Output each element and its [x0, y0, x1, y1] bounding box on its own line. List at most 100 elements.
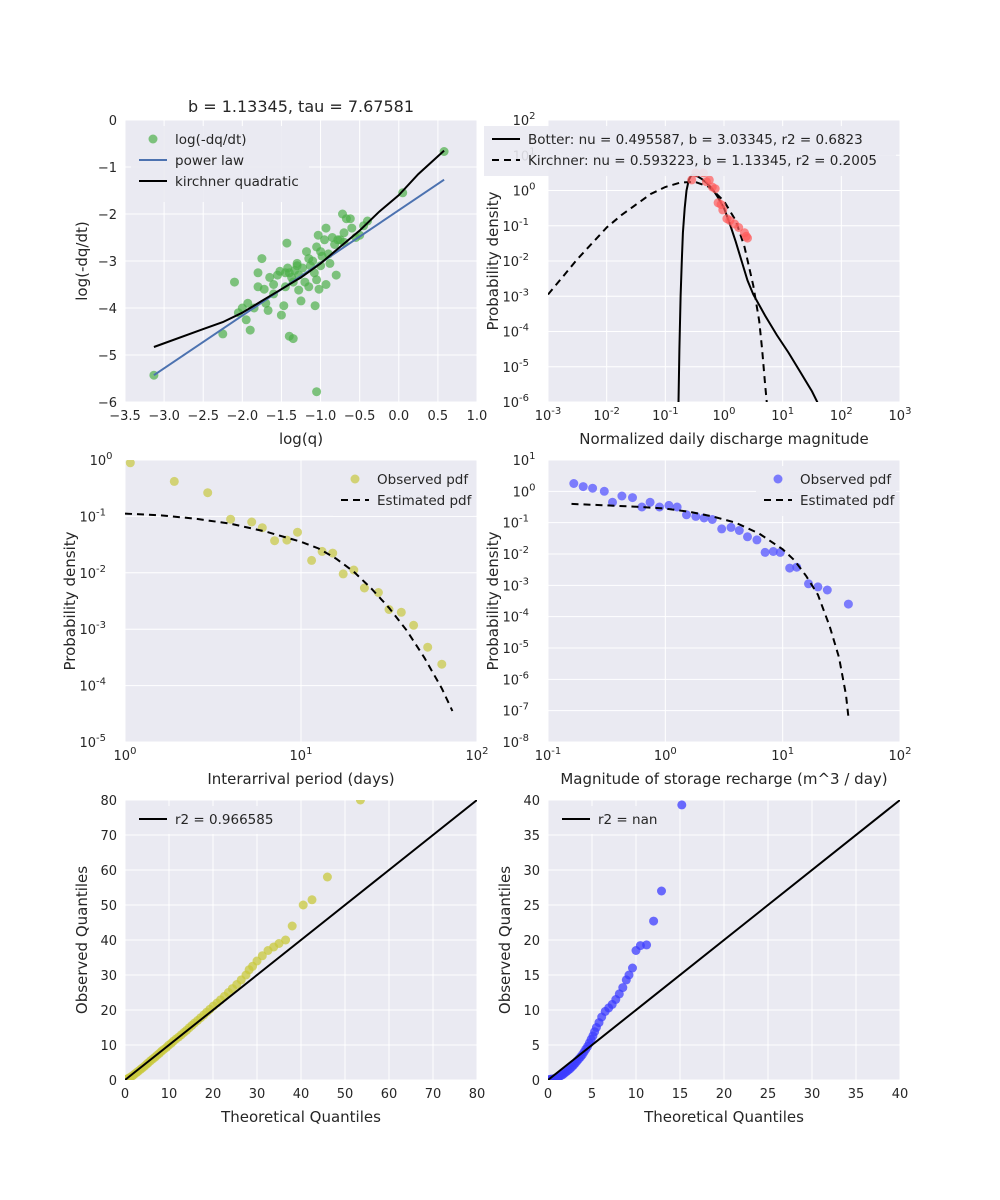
y-tick-label: −5	[98, 349, 117, 364]
data-point	[125, 460, 135, 468]
data-point	[760, 547, 770, 557]
data-point	[325, 258, 335, 268]
plot-marks	[149, 147, 449, 397]
chart-panel-p4: 10-1 100 101 102 10-8 10-7 10-6 10-5 10-4 10-3 10-…	[484, 451, 911, 788]
x-tick-label: 100	[114, 746, 137, 764]
data-point	[664, 500, 674, 510]
data-point	[734, 223, 744, 232]
data-point	[726, 522, 736, 532]
data-point	[293, 527, 302, 537]
data-point	[218, 329, 228, 339]
x-tick-label: 20	[205, 1087, 222, 1102]
chart-panel-p1: −3.5 −3.0 −2.5 −2.0 −1.5 −1.0 −0.5 0.0 0.5 1.0 −6 −…	[73, 97, 487, 448]
data-point	[599, 486, 609, 496]
y-tick-label: 10-8	[502, 733, 529, 751]
x-tick-label: −0.5	[344, 409, 376, 424]
y-tick-label: 60	[100, 864, 117, 879]
data-point	[280, 268, 290, 278]
data-point	[363, 216, 372, 226]
legend-swatch-marker	[350, 474, 360, 484]
x-tick-label: −3.5	[109, 409, 141, 424]
data-point	[785, 563, 795, 573]
data-point	[226, 514, 236, 524]
data-point	[843, 599, 853, 609]
x-tick-label: 20	[716, 1087, 733, 1102]
chart-title: b = 1.13345, tau = 7.67581	[188, 97, 414, 116]
x-tick-label: 10	[628, 1087, 645, 1102]
x-tick-label: 0	[544, 1087, 552, 1102]
legend-swatch-marker	[148, 134, 158, 144]
legend-label: r2 = nan	[598, 812, 657, 828]
series-line	[153, 149, 445, 348]
x-tick-label: 102	[889, 746, 912, 764]
series-line	[548, 180, 768, 402]
y-axis-label: Observed Quantiles	[73, 866, 91, 1014]
y-tick-label: 10-3	[502, 576, 529, 594]
chart-panel-p6: 0 5 10 15 20 25 30 35 40 0 5 10 15 20 25 30 35 40 Theoreti…	[496, 794, 908, 1126]
x-tick-label: 100	[654, 746, 677, 764]
data-point	[257, 254, 267, 264]
data-point	[624, 970, 634, 980]
data-point	[321, 280, 331, 289]
data-point	[247, 517, 257, 527]
x-tick-label: 103	[889, 406, 912, 424]
data-point	[331, 270, 341, 280]
legend-label: Observed pdf	[377, 472, 469, 488]
x-tick-label: 100	[713, 406, 736, 424]
x-tick-label: 102	[830, 406, 853, 424]
x-tick-label: −2.0	[227, 409, 259, 424]
data-point	[677, 800, 687, 810]
data-point	[241, 315, 251, 325]
legend-label: Botter: nu = 0.495587, b = 3.03345, r2 =…	[528, 132, 863, 148]
x-tick-label: 10	[161, 1087, 178, 1102]
y-tick-label: 10-3	[502, 287, 529, 305]
data-point	[804, 579, 813, 589]
x-tick-label: 102	[466, 746, 489, 764]
y-tick-label: 20	[100, 1004, 117, 1019]
data-point	[349, 565, 359, 575]
y-tick-label: 10-6	[502, 393, 529, 411]
legend-box	[484, 126, 896, 176]
data-point	[642, 940, 652, 950]
y-tick-label: 10-1	[79, 507, 106, 525]
data-point	[328, 548, 338, 558]
y-axis-label: Probability density	[61, 531, 79, 670]
series-line	[571, 502, 850, 718]
data-point	[569, 479, 579, 488]
data-point	[649, 916, 659, 926]
x-axis-label: log(q)	[279, 430, 323, 448]
y-tick-label: 5	[532, 1039, 540, 1054]
y-tick-label: 10-4	[502, 608, 529, 626]
x-tick-label: 30	[249, 1087, 266, 1102]
y-tick-label: 15	[523, 969, 540, 984]
x-tick-label: 101	[771, 746, 794, 764]
x-tick-label: 0.5	[428, 409, 449, 424]
data-point	[657, 886, 666, 896]
y-tick-label: 40	[523, 794, 540, 809]
data-point	[718, 205, 728, 215]
x-axis-label: Normalized daily discharge magnitude	[579, 430, 869, 448]
data-point	[270, 536, 280, 546]
y-tick-label: 10-3	[79, 620, 106, 638]
data-point	[298, 900, 308, 910]
legend-swatch-marker	[773, 474, 783, 484]
legend: r2 = nan	[554, 806, 657, 834]
x-tick-label: 40	[293, 1087, 310, 1102]
y-tick-label: 10-7	[502, 702, 529, 720]
data-point	[307, 895, 317, 905]
data-point	[292, 261, 302, 271]
data-point	[822, 585, 832, 595]
data-point	[203, 488, 213, 498]
y-tick-label: 10-5	[79, 733, 106, 751]
data-point	[398, 188, 408, 198]
chart-panel-p5: 0 10 20 30 40 50 60 70 80 0 10 20 30 40 50 60 70 80 Theore…	[73, 794, 485, 1126]
data-point	[321, 223, 331, 233]
data-point	[169, 476, 179, 486]
legend: Observed pdf Estimated pdf	[333, 466, 473, 516]
data-point	[282, 238, 292, 248]
data-point	[347, 223, 357, 233]
legend-box	[131, 126, 309, 202]
data-point	[637, 502, 647, 512]
x-tick-label: 30	[804, 1087, 821, 1102]
legend: Botter: nu = 0.495587, b = 3.03345, r2 =…	[484, 126, 896, 176]
